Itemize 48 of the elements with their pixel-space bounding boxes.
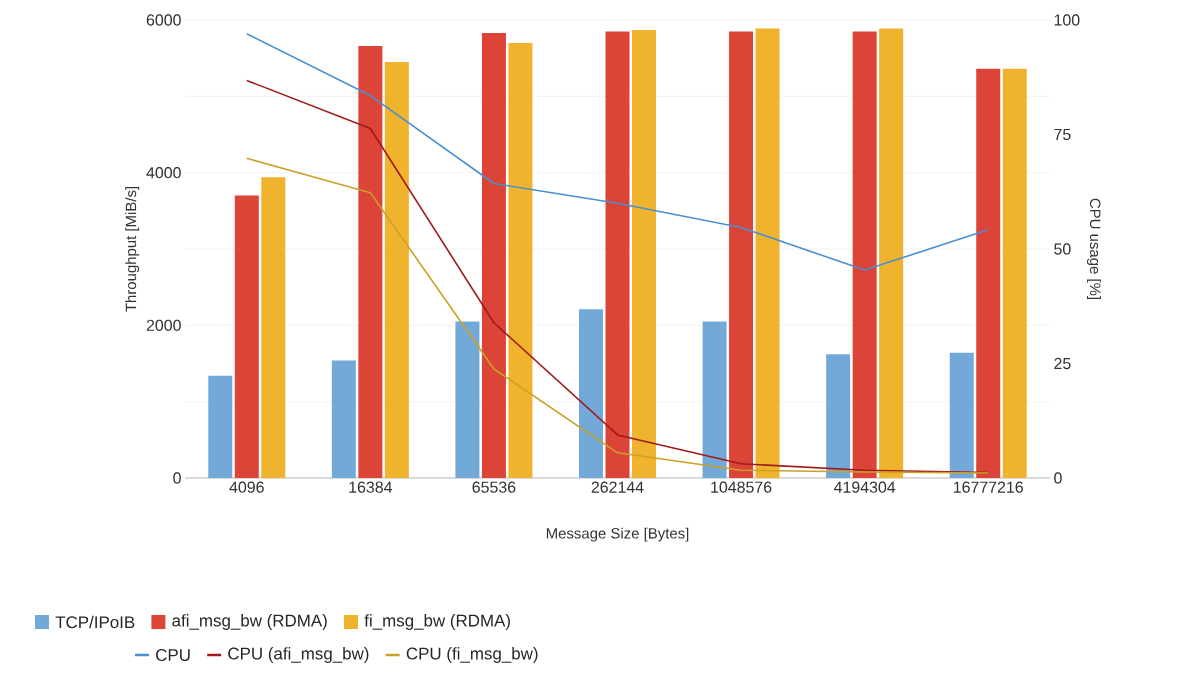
x-tick-label: 65536	[472, 481, 516, 493]
bar	[949, 352, 974, 478]
bar	[632, 29, 656, 478]
y2-tick-label: 75	[1054, 128, 1071, 141]
legend-label: CPU	[156, 649, 190, 661]
bar	[579, 309, 603, 478]
y-axis-title: Throughput [MiB/s]	[125, 186, 140, 312]
x-tick-label: 4194304	[833, 481, 896, 493]
x-tick-label: 16777216	[953, 481, 1023, 493]
x-tick-label: 4096	[229, 481, 264, 493]
legend-label: TCP/IPoIB	[55, 615, 135, 629]
y2-tick-label: 25	[1054, 357, 1071, 370]
bar	[455, 321, 480, 478]
bar	[358, 45, 383, 478]
bar	[879, 28, 904, 478]
bar	[852, 31, 877, 478]
legend-label: CPU (fi_msg_bw)	[406, 647, 538, 663]
bar	[508, 42, 533, 478]
bar	[1002, 68, 1027, 478]
x-axis-title: Message Size [Bytes]	[546, 527, 689, 542]
y2-tick-label: 0	[1054, 472, 1062, 484]
y-tick-label: 2000	[146, 319, 181, 331]
legend-label: afi_msg_bw (RDMA)	[172, 614, 327, 630]
y2-tick-label: 50	[1054, 243, 1071, 255]
bar	[481, 32, 506, 478]
bar	[261, 177, 286, 478]
legend-label: CPU (afi_msg_bw)	[228, 647, 369, 663]
bar	[729, 31, 754, 478]
y2-tick-label: 100	[1054, 14, 1080, 26]
line-series	[245, 157, 990, 474]
line-series	[245, 32, 990, 271]
x-tick-label: 1048576	[711, 481, 772, 493]
bar	[384, 61, 409, 478]
y-tick-label: 0	[173, 472, 181, 484]
bar	[234, 195, 259, 478]
bar	[702, 321, 727, 478]
bar	[826, 354, 851, 478]
y2-axis-title: CPU usage [%]	[1086, 198, 1101, 299]
bar	[605, 31, 630, 478]
legend-label: fi_msg_bw (RDMA)	[364, 614, 510, 630]
y-tick-label: 4000	[146, 167, 181, 179]
x-tick-label: 262144	[591, 481, 644, 493]
y-tick-label: 6000	[146, 14, 181, 26]
x-tick-label: 16384	[349, 481, 393, 493]
bar	[331, 360, 356, 478]
bar	[208, 375, 233, 478]
bar	[755, 28, 780, 478]
bar	[976, 68, 1001, 478]
